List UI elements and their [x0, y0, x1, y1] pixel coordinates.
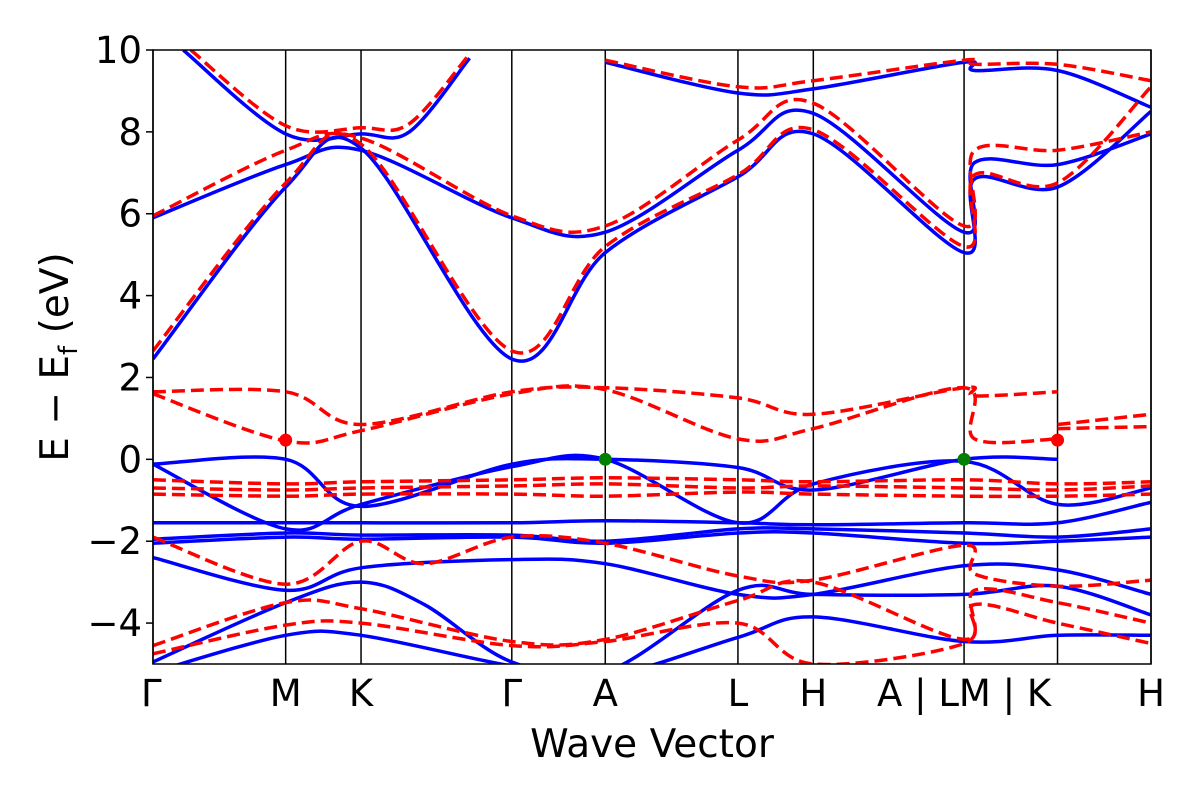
y-tick-label-2: 0 [118, 438, 142, 481]
solid-band-8 [153, 108, 1151, 239]
band-lines [153, 50, 1151, 664]
solid-band-2 [153, 500, 1151, 527]
solid-band-6 [153, 580, 1151, 664]
y-tick-label-5: 6 [118, 193, 142, 236]
dashed-band-11 [153, 85, 1151, 355]
y-tick-label-7: 10 [95, 29, 142, 72]
dashed-band-7 [153, 533, 1151, 589]
x-tick-label-7: A | LM | K [877, 672, 1053, 715]
solid-band-7 [174, 615, 1151, 664]
y-tick-label-4: 4 [118, 275, 142, 318]
y-tick-label-0: −4 [87, 602, 142, 645]
x-tick-label-2: K [349, 672, 375, 715]
y-tick-label-1: −2 [87, 520, 142, 563]
x-tick-label-3: Γ [501, 672, 522, 715]
y-axis-label-unit: (eV) [33, 252, 78, 346]
solid-band-5 [153, 555, 1151, 600]
extremum-marker-2 [957, 452, 971, 466]
extremum-marker-1 [598, 452, 612, 466]
x-tick-label-1: M [270, 672, 302, 715]
plot-frame [152, 49, 1152, 665]
dashed-band-2 [1057, 412, 1151, 427]
dashed-band-3 [1057, 424, 1151, 431]
x-tick-label-4: A [593, 672, 618, 715]
y-axis-label-main: E − E [33, 355, 78, 462]
band-extrema-markers [279, 433, 1065, 466]
solid-band-11 [604, 59, 1151, 109]
dashed-band-9 [153, 602, 1151, 664]
extremum-marker-0 [279, 433, 293, 447]
dashed-band-12 [189, 50, 471, 134]
y-axis-label: E − Ef (eV) [33, 252, 84, 461]
solid-band-10 [182, 50, 471, 142]
y-tick-label-3: 2 [118, 356, 142, 399]
dashed-band-13 [604, 57, 1151, 90]
solid-band-3 [153, 526, 1151, 544]
x-tick-label-6: H [799, 672, 827, 715]
y-tick-label-6: 8 [118, 111, 142, 154]
solid-band-1 [153, 453, 1151, 532]
dashed-band-0 [153, 385, 1058, 427]
x-axis-ticks: Γ M K Γ A L H A | LM | K H [141, 672, 1165, 715]
solid-band-4 [153, 529, 1151, 546]
dashed-band-1 [153, 384, 1058, 445]
x-tick-label-9: H [1137, 672, 1165, 715]
x-axis-label: Wave Vector [530, 722, 775, 767]
plot-background [153, 50, 1151, 664]
x-tick-label-0: Γ [141, 672, 162, 715]
y-axis-ticks: −4 −2 0 2 4 6 8 10 [87, 29, 153, 645]
y-axis-label-subscript: f [54, 345, 84, 355]
dashed-band-8 [153, 578, 1151, 648]
extremum-marker-3 [1051, 433, 1065, 447]
x-tick-label-5: L [728, 672, 749, 715]
